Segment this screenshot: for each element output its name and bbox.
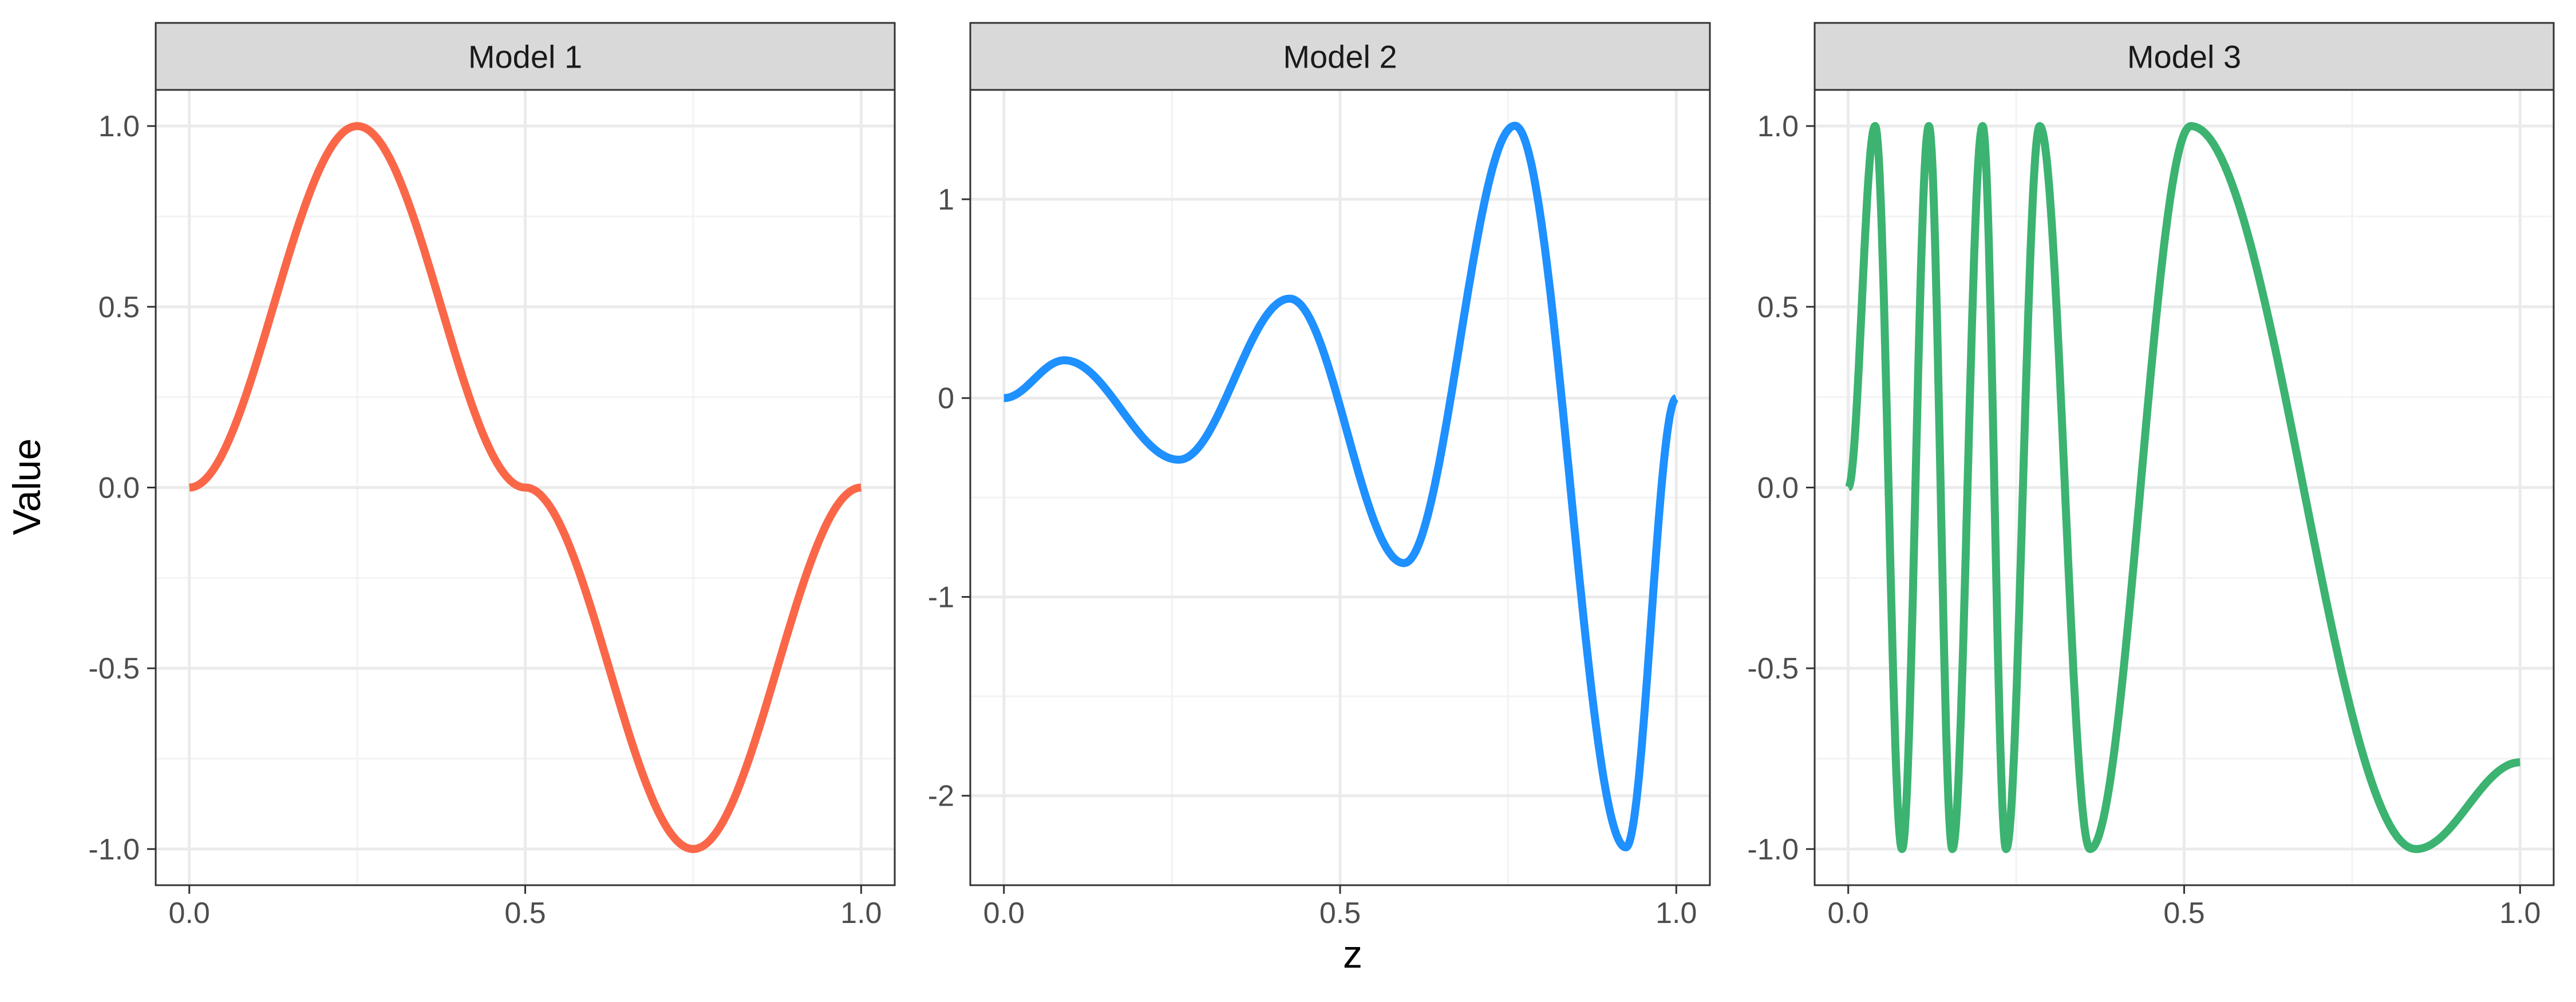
y-tick-label: 0.5 bbox=[98, 291, 140, 324]
facet-title: Model 1 bbox=[468, 39, 582, 75]
y-tick-label: -1.0 bbox=[1747, 833, 1799, 866]
y-tick-label: -0.5 bbox=[1747, 652, 1799, 685]
x-tick-label: 1.0 bbox=[1656, 897, 1697, 930]
panel-3: Model 3 0.0 0.5 1.0 -1.0 -0.5 0.0 0.5 1.0 bbox=[1747, 22, 2555, 930]
series-line-model-1 bbox=[188, 122, 863, 853]
y-tick-label: -1.0 bbox=[88, 833, 140, 866]
y-tick-label: -1 bbox=[928, 581, 954, 614]
y-tick-label: 0.5 bbox=[1757, 291, 1799, 324]
y-tick-label: 0 bbox=[938, 382, 954, 415]
panel-2: Model 2 0.0 0.5 1.0 -2 -1 0 1 bbox=[928, 22, 1711, 930]
facet-strip bbox=[969, 22, 1711, 91]
y-tick-label: -2 bbox=[928, 780, 954, 813]
facet-title: Model 2 bbox=[1283, 39, 1397, 75]
x-tick-label: 1.0 bbox=[840, 897, 882, 930]
x-axis-title: z bbox=[1343, 933, 1362, 976]
y-tick-label: 1 bbox=[938, 183, 954, 216]
y-tick-label: -0.5 bbox=[88, 652, 140, 685]
x-tick-label: 1.0 bbox=[2499, 897, 2541, 930]
x-tick-label: 0.5 bbox=[504, 897, 546, 930]
x-tick-label: 0.5 bbox=[1319, 897, 1361, 930]
facet-strip bbox=[1814, 22, 2555, 91]
series-line-model-3 bbox=[1844, 122, 2523, 853]
y-axis-title: Value bbox=[5, 439, 49, 535]
series-line-model-2 bbox=[1001, 121, 1680, 851]
x-tick-label: 0.0 bbox=[983, 897, 1025, 930]
panel-1: Model 1 0.0 0.5 1.0 -1.0 -0.5 0.0 0.5 1.0 bbox=[88, 22, 896, 930]
facet-title: Model 3 bbox=[2127, 39, 2241, 75]
x-tick-label: 0.0 bbox=[1828, 897, 1869, 930]
y-tick-label: 1.0 bbox=[1757, 110, 1799, 143]
facet-strip bbox=[155, 22, 896, 91]
x-tick-label: 0.0 bbox=[169, 897, 210, 930]
y-tick-label: 0.0 bbox=[1757, 472, 1799, 505]
y-tick-label: 1.0 bbox=[98, 110, 140, 143]
y-tick-label: 0.0 bbox=[98, 472, 140, 505]
x-tick-label: 0.5 bbox=[2163, 897, 2204, 930]
